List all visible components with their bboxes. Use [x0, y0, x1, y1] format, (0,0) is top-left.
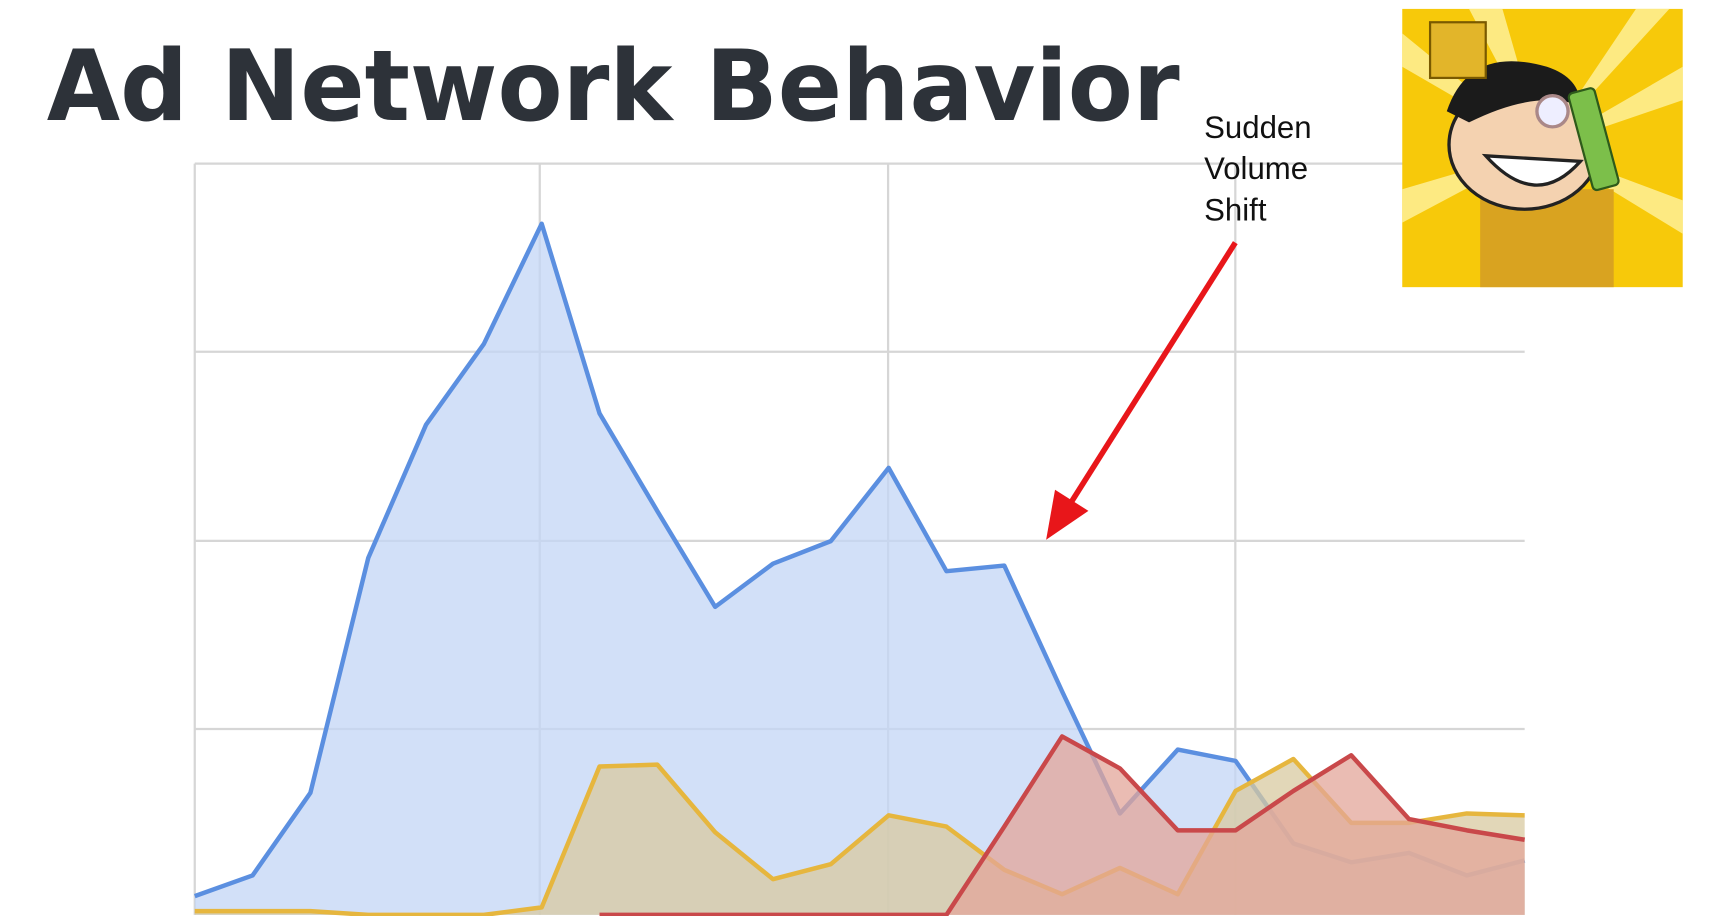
logo-hat	[1428, 21, 1487, 80]
annotation: Sudden Volume Shift	[1204, 110, 1311, 227]
arrow-head	[1046, 489, 1089, 540]
area	[194, 223, 1525, 915]
line	[194, 756, 1525, 916]
arrow-line	[1068, 241, 1238, 505]
logo-phone	[1567, 87, 1620, 192]
logo-smile	[1481, 153, 1584, 187]
logo-monocle	[1535, 94, 1570, 129]
plot	[194, 221, 1526, 916]
logo	[1402, 8, 1683, 288]
line	[599, 734, 1526, 916]
annotation-line: Volume	[1204, 151, 1308, 186]
slide-title: Ad Network Behavior	[47, 30, 1180, 144]
annotation-arrow	[1046, 241, 1238, 540]
annotation-line: Shift	[1204, 192, 1267, 227]
area	[599, 736, 1525, 915]
annotation-line: Sudden	[1204, 110, 1311, 145]
